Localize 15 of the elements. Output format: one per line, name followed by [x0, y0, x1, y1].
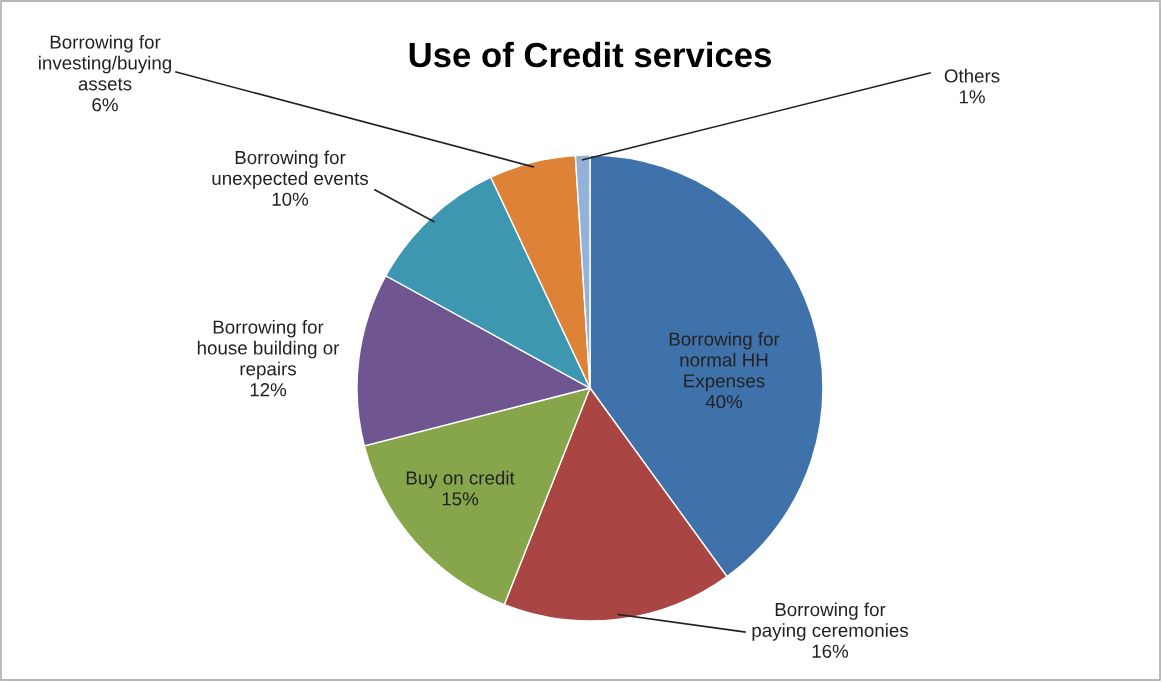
data-label: 40% [705, 395, 743, 409]
slice-label: Others [944, 68, 1000, 83]
data-label: 10% [272, 192, 309, 206]
slice-label: Borrowing for normal HH Expenses [669, 331, 780, 392]
chart-title: Use of Credit services [409, 41, 771, 68]
data-label: 15% [442, 492, 479, 506]
slice-label: Borrowing for unexpected events [212, 150, 369, 189]
slice-label: Borrowing for paying ceremonies [752, 602, 909, 641]
data-label: 12% [250, 383, 287, 397]
slice-label: Borrowing for investing/buying assets [39, 34, 172, 91]
slice-label: Borrowing for house building or repairs [197, 319, 340, 380]
data-label: 16% [812, 644, 849, 658]
data-label: 1% [959, 90, 985, 104]
slice-label: Buy on credit [406, 470, 515, 489]
data-label: 6% [92, 98, 118, 112]
